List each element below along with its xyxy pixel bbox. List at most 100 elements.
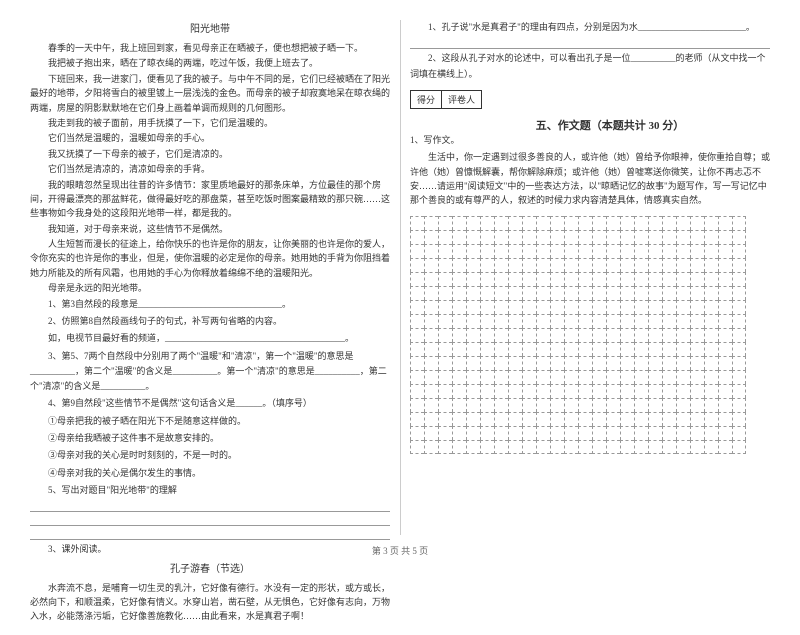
question-item: ③母亲对我的关心是时时刻刻的，不是一时的。 xyxy=(30,448,390,463)
grid-cell xyxy=(662,216,676,230)
grid-cell xyxy=(438,314,452,328)
grid-cell xyxy=(732,328,746,342)
grid-cell xyxy=(704,258,718,272)
reviewer-label: 评卷人 xyxy=(442,91,481,108)
grid-cell xyxy=(648,230,662,244)
grid-cell xyxy=(452,342,466,356)
grid-cell xyxy=(508,258,522,272)
grid-cell xyxy=(522,440,536,454)
grid-cell xyxy=(466,230,480,244)
grid-cell xyxy=(480,286,494,300)
grid-cell xyxy=(494,216,508,230)
grid-cell xyxy=(494,440,508,454)
grid-cell xyxy=(592,426,606,440)
grid-cell xyxy=(494,272,508,286)
grid-cell xyxy=(452,314,466,328)
question-item: 2、仿照第8自然段画线句子的句式，补写两句省略的内容。 xyxy=(30,314,390,329)
grid-cell xyxy=(536,328,550,342)
grid-cell xyxy=(550,216,564,230)
grid-cell xyxy=(452,384,466,398)
answer-line xyxy=(30,500,390,512)
grid-cell xyxy=(466,440,480,454)
grid-cell xyxy=(690,384,704,398)
grid-cell xyxy=(620,300,634,314)
grid-row xyxy=(410,314,770,328)
grid-cell xyxy=(410,440,424,454)
grid-cell xyxy=(718,370,732,384)
grid-cell xyxy=(606,286,620,300)
passage-paragraph: 我把被子抱出来，晒在了晾衣绳的两端，吃过午饭，我便上班去了。 xyxy=(30,56,390,70)
grid-cell xyxy=(424,398,438,412)
grid-cell xyxy=(578,426,592,440)
grid-cell xyxy=(480,356,494,370)
grid-cell xyxy=(648,384,662,398)
grid-cell xyxy=(564,272,578,286)
grid-cell xyxy=(480,342,494,356)
question-item: 3、第5、7两个自然段中分别用了两个"温暖"和"清凉"，第一个"温暖"的意思是_… xyxy=(30,349,390,395)
grid-row xyxy=(410,300,770,314)
grid-cell xyxy=(536,286,550,300)
grid-cell xyxy=(466,286,480,300)
grid-cell xyxy=(634,398,648,412)
grid-cell xyxy=(592,398,606,412)
grid-cell xyxy=(634,440,648,454)
grid-cell xyxy=(648,300,662,314)
grid-cell xyxy=(466,272,480,286)
grid-cell xyxy=(718,300,732,314)
grid-cell xyxy=(690,216,704,230)
grid-cell xyxy=(452,398,466,412)
grid-cell xyxy=(564,398,578,412)
grid-row xyxy=(410,412,770,426)
grid-cell xyxy=(480,272,494,286)
grid-cell xyxy=(620,230,634,244)
grid-row xyxy=(410,216,770,230)
grid-cell xyxy=(704,370,718,384)
grid-cell xyxy=(718,216,732,230)
grid-cell xyxy=(634,300,648,314)
grid-cell xyxy=(410,356,424,370)
grid-cell xyxy=(676,384,690,398)
grid-cell xyxy=(662,244,676,258)
grid-cell xyxy=(438,370,452,384)
grid-cell xyxy=(606,258,620,272)
grid-cell xyxy=(648,244,662,258)
grid-cell xyxy=(676,300,690,314)
grid-cell xyxy=(662,412,676,426)
grid-cell xyxy=(578,440,592,454)
grid-cell xyxy=(480,440,494,454)
grid-cell xyxy=(508,216,522,230)
grid-cell xyxy=(648,314,662,328)
grid-cell xyxy=(438,342,452,356)
left-column: 阳光地带 春季的一天中午，我上班回到家，看见母亲正在晒被子，便也想把被子晒一下。… xyxy=(30,20,390,625)
grid-cell xyxy=(662,426,676,440)
grid-cell xyxy=(732,440,746,454)
grid-cell xyxy=(564,230,578,244)
grid-cell xyxy=(438,412,452,426)
grid-cell xyxy=(704,342,718,356)
grid-cell xyxy=(564,244,578,258)
grid-cell xyxy=(424,216,438,230)
grid-cell xyxy=(620,440,634,454)
grid-cell xyxy=(676,440,690,454)
grid-cell xyxy=(452,440,466,454)
grid-cell xyxy=(438,356,452,370)
grid-cell xyxy=(410,244,424,258)
grid-row xyxy=(410,286,770,300)
grid-cell xyxy=(662,300,676,314)
grid-cell xyxy=(732,356,746,370)
grid-row xyxy=(410,356,770,370)
grid-cell xyxy=(732,412,746,426)
passage-paragraph: 春季的一天中午，我上班回到家，看见母亲正在晒被子，便也想把被子晒一下。 xyxy=(30,41,390,55)
grid-cell xyxy=(508,328,522,342)
grid-cell xyxy=(550,258,564,272)
grid-cell xyxy=(494,314,508,328)
grid-cell xyxy=(718,356,732,370)
grid-cell xyxy=(606,314,620,328)
grid-cell xyxy=(592,370,606,384)
grid-cell xyxy=(424,244,438,258)
grid-cell xyxy=(522,244,536,258)
grid-cell xyxy=(550,328,564,342)
grid-cell xyxy=(550,286,564,300)
grid-cell xyxy=(438,398,452,412)
grid-cell xyxy=(522,370,536,384)
